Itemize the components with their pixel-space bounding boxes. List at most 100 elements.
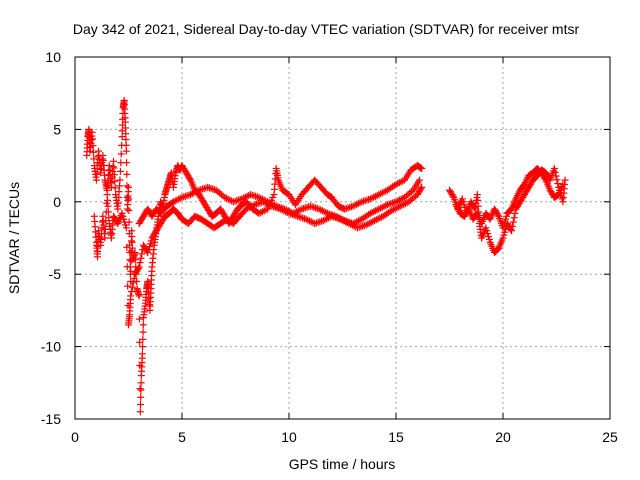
data-point: [135, 315, 143, 323]
data-point: [382, 202, 390, 210]
data-point: [129, 279, 137, 287]
y-tick-label: -10: [41, 339, 61, 355]
data-point: [128, 283, 136, 291]
data-point: [135, 292, 143, 300]
data-point: [116, 167, 124, 175]
data-point: [136, 408, 144, 416]
data-point: [322, 209, 330, 217]
x-tick-label: 20: [495, 429, 511, 445]
data-point: [131, 256, 139, 264]
data-point: [176, 194, 184, 202]
data-point: [550, 164, 558, 172]
data-point: [270, 201, 278, 209]
data-point: [262, 206, 270, 214]
x-tick-label: 25: [602, 429, 618, 445]
data-point: [90, 155, 98, 163]
y-axis-label: SDTVAR / TECUs: [6, 182, 22, 294]
data-point: [136, 259, 144, 267]
data-point: [123, 170, 131, 178]
data-point: [110, 157, 118, 165]
data-point: [249, 202, 257, 210]
y-axis: -15 -10 -5 0 5 10: [41, 49, 610, 427]
data-point: [554, 180, 562, 188]
x-axis: 0 5 10 15 20 25: [71, 57, 618, 445]
data-point: [137, 379, 145, 387]
data-point: [124, 282, 132, 290]
data-point: [122, 147, 130, 155]
data-point: [111, 177, 119, 185]
x-tick-label: 0: [71, 429, 79, 445]
data-point: [123, 159, 131, 167]
data-points: [83, 96, 569, 416]
data-point: [143, 247, 151, 255]
data-point: [138, 250, 146, 258]
x-tick-label: 5: [178, 429, 186, 445]
data-point: [508, 227, 516, 235]
data-point: [125, 195, 133, 203]
data-point: [125, 206, 133, 214]
data-point: [510, 214, 518, 222]
data-point: [116, 176, 124, 184]
y-tick-label: -15: [41, 411, 61, 427]
x-tick-label: 10: [281, 429, 297, 445]
data-point: [416, 176, 424, 184]
y-tick-label: 10: [45, 49, 61, 65]
data-point: [139, 321, 147, 329]
plot-frame: [74, 56, 611, 420]
data-point: [136, 385, 144, 393]
data-point: [88, 128, 96, 136]
data-point: [561, 176, 569, 184]
y-tick-label: 0: [53, 194, 61, 210]
y-tick-label: -5: [49, 266, 62, 282]
data-point: [551, 168, 559, 176]
data-point: [193, 187, 201, 195]
data-point: [339, 216, 347, 224]
data-point: [123, 263, 131, 271]
data-point: [125, 183, 132, 191]
data-point: [418, 183, 426, 191]
data-point: [130, 275, 138, 283]
data-point: [138, 350, 146, 358]
data-point: [559, 180, 567, 188]
data-point: [123, 243, 131, 251]
data-point: [470, 204, 478, 212]
data-point: [127, 288, 135, 296]
data-point: [137, 386, 145, 394]
data-point: [136, 401, 144, 409]
data-point: [186, 175, 194, 183]
data-point: [137, 254, 145, 262]
data-point: [134, 264, 142, 272]
x-axis-label: GPS time / hours: [289, 456, 396, 472]
data-point: [139, 343, 147, 351]
chart-title: Day 342 of 2021, Sidereal Day-to-day VTE…: [73, 21, 580, 37]
data-point: [508, 222, 516, 230]
data-point: [139, 328, 147, 336]
data-point: [449, 192, 457, 200]
data-point: [131, 248, 139, 256]
data-point: [135, 263, 143, 271]
data-point: [541, 175, 549, 183]
data-point: [553, 176, 561, 184]
data-point: [511, 209, 519, 217]
data-point: [89, 135, 97, 143]
data-point: [89, 148, 97, 156]
y-tick-label: 5: [53, 121, 61, 137]
data-point: [139, 335, 147, 343]
data-point: [407, 188, 415, 196]
data-point: [101, 234, 109, 242]
data-point: [417, 185, 425, 193]
data-point: [89, 142, 97, 150]
data-point: [552, 172, 560, 180]
data-point: [110, 164, 118, 172]
data-point: [127, 292, 135, 300]
data-point: [122, 224, 130, 232]
data-point: [117, 150, 125, 158]
data-point: [296, 206, 304, 214]
data-point: [111, 184, 119, 192]
data-point: [110, 171, 118, 179]
x-tick-label: 15: [388, 429, 404, 445]
data-point: [494, 211, 502, 219]
data-point: [137, 393, 145, 401]
data-point: [509, 218, 517, 226]
